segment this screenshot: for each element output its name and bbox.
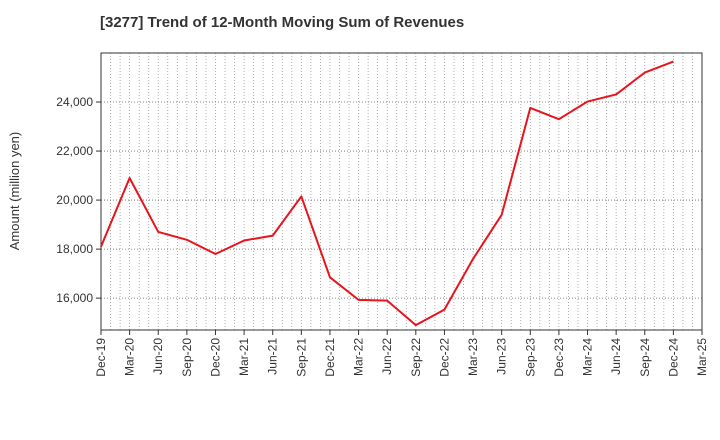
x-tick-label: Dec-22 bbox=[437, 338, 451, 377]
grid-lines bbox=[101, 53, 702, 330]
y-tick-label: 16,000 bbox=[56, 291, 93, 305]
x-tick-label: Sep-21 bbox=[294, 338, 308, 377]
x-tick-label: Jun-22 bbox=[380, 338, 394, 375]
y-axis-ticks: 16,000 18,000 20,000 22,000 24,000 bbox=[56, 95, 101, 305]
x-tick-label: Mar-21 bbox=[237, 338, 251, 376]
x-tick-label: Mar-25 bbox=[695, 338, 709, 376]
x-tick-label: Sep-20 bbox=[180, 338, 194, 377]
x-tick-label: Dec-21 bbox=[323, 338, 337, 377]
x-tick-label: Mar-20 bbox=[123, 338, 137, 376]
chart-title: [3277] Trend of 12-Month Moving Sum of R… bbox=[100, 14, 465, 31]
x-tick-label: Sep-22 bbox=[409, 338, 423, 377]
x-tick-label: Mar-22 bbox=[352, 338, 366, 376]
y-tick-label: 24,000 bbox=[56, 95, 93, 109]
x-tick-label: Jun-21 bbox=[266, 338, 280, 375]
x-tick-label: Dec-19 bbox=[94, 338, 108, 377]
y-tick-label: 22,000 bbox=[56, 144, 93, 158]
series-line bbox=[100, 60, 674, 327]
x-axis-ticks: Dec-19 Mar-20 Jun-20 Sep-20 Dec-20 Mar-21 Jun-… bbox=[94, 330, 709, 377]
x-tick-label: Dec-23 bbox=[552, 338, 566, 377]
y-tick-label: 20,000 bbox=[56, 193, 93, 207]
x-tick-label: Sep-23 bbox=[523, 338, 537, 377]
plot-area bbox=[100, 52, 703, 331]
y-tick-label: 18,000 bbox=[56, 242, 93, 256]
x-tick-label: Dec-20 bbox=[208, 338, 222, 377]
x-tick-label: Jun-24 bbox=[609, 338, 623, 375]
x-tick-label: Jun-20 bbox=[151, 338, 165, 375]
x-tick-label: Jun-23 bbox=[495, 338, 509, 375]
x-tick-label: Sep-24 bbox=[638, 338, 652, 377]
x-tick-label: Mar-23 bbox=[466, 338, 480, 376]
x-tick-label: Dec-24 bbox=[666, 338, 680, 377]
x-tick-label: Mar-24 bbox=[581, 338, 595, 376]
y-axis-label: Amount (million yen) bbox=[7, 132, 22, 251]
series-layer bbox=[100, 60, 674, 327]
